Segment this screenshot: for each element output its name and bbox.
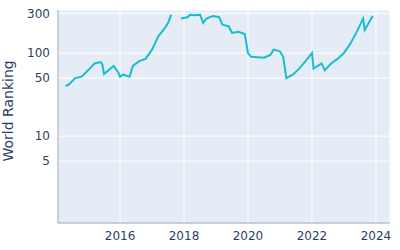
svg-text:5: 5 bbox=[42, 154, 50, 168]
svg-text:300: 300 bbox=[27, 7, 50, 21]
svg-text:World Ranking: World Ranking bbox=[8, 60, 16, 161]
svg-text:2016: 2016 bbox=[105, 229, 136, 243]
svg-text:10: 10 bbox=[35, 129, 50, 143]
svg-text:100: 100 bbox=[27, 46, 50, 60]
svg-text:2018: 2018 bbox=[169, 229, 200, 243]
svg-text:2024: 2024 bbox=[361, 229, 392, 243]
svg-text:2020: 2020 bbox=[233, 229, 264, 243]
svg-text:50: 50 bbox=[35, 71, 50, 85]
svg-text:2022: 2022 bbox=[297, 229, 328, 243]
